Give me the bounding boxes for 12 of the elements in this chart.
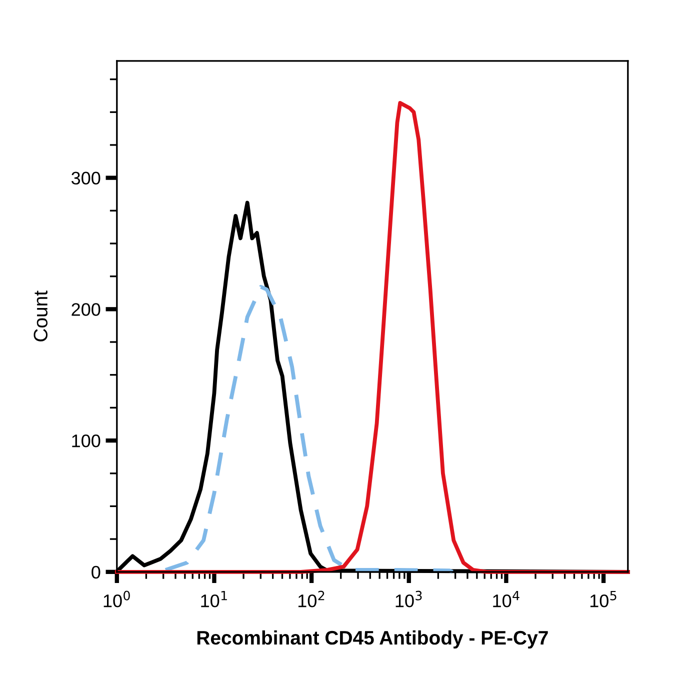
y-tick-label: 100 — [72, 434, 100, 448]
y-axis-title: Count — [34, 290, 48, 342]
y-tick-label: 200 — [72, 303, 100, 316]
x-tick-label: 10$^{4}$ — [493, 590, 520, 608]
x-axis-title: Recombinant CD45 Antibody - PE-Cy7 — [197, 630, 548, 649]
x-tick-label: 10$^{5}$ — [590, 590, 616, 608]
x-tick-label: 10$^{2}$ — [298, 590, 324, 608]
x-tick-label: 10$^{1}$ — [201, 590, 227, 608]
y-tick-label: 0 — [92, 566, 100, 579]
y-tick-label: 300 — [71, 172, 100, 185]
x-tick-label: 10$^{3}$ — [396, 590, 422, 608]
x-tick-label: 10$^{0}$ — [104, 590, 130, 608]
